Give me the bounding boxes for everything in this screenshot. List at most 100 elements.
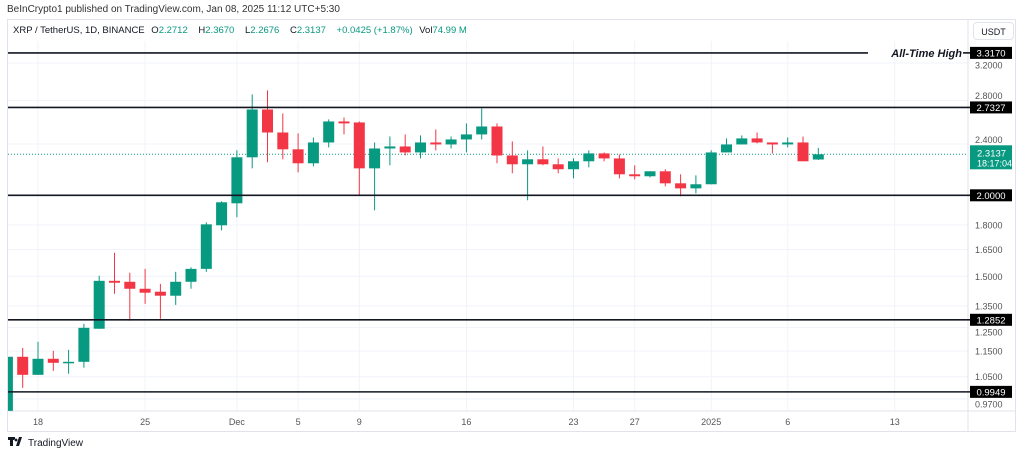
symbol-legend: XRP / TetherUS, 1D, BINANCE O2.2712 H2.3…	[13, 25, 475, 36]
x-tick-label: 5	[296, 417, 301, 427]
candle-down	[338, 121, 350, 124]
candle-up	[460, 134, 472, 140]
price-level-badge-text: 2.7327	[976, 103, 1005, 114]
low-value: 2.2676	[250, 25, 280, 36]
x-tick-label: 25	[140, 417, 150, 427]
low-label: L	[244, 25, 251, 36]
candle-up	[812, 154, 824, 160]
x-tick-label: 6	[785, 417, 790, 427]
candle-up	[231, 157, 243, 204]
x-tick-label: 13	[890, 417, 900, 427]
y-tick-label: 1.5000	[975, 272, 1003, 282]
candle-down	[124, 281, 136, 289]
candle-up	[307, 142, 319, 164]
candle-up	[216, 202, 228, 226]
price-level-badge-text: 3.3170	[976, 48, 1005, 59]
candle-down	[353, 122, 365, 169]
y-tick-label: 1.6500	[975, 245, 1003, 255]
footer-brand: TradingView	[8, 437, 83, 449]
last-price-value: 2.3137	[977, 148, 1006, 159]
candle-down	[766, 142, 778, 145]
x-tick-label: 27	[630, 417, 640, 427]
y-tick-label: 1.3500	[975, 301, 1003, 311]
y-tick-label: 2.4000	[975, 135, 1003, 145]
x-tick-label: 23	[568, 417, 578, 427]
publish-info: BeInCrypto1 published on TradingView.com…	[7, 4, 340, 15]
candle-down	[154, 291, 166, 296]
y-tick-label: 1.1500	[975, 347, 1003, 357]
candle-up	[185, 268, 197, 282]
brand-name: TradingView	[28, 437, 84, 449]
y-tick-label: 2.8000	[975, 91, 1003, 101]
price-level-badge-text: 2.0000	[976, 191, 1005, 202]
candle-down	[598, 153, 610, 159]
change-value: +0.0425 (+1.87%)	[336, 25, 413, 36]
x-tick-label: Dec	[229, 417, 246, 427]
candle-down	[399, 146, 411, 153]
candle-up	[782, 142, 794, 145]
candle-up	[78, 327, 90, 362]
x-tick-label: 16	[461, 417, 471, 427]
last-price-badge	[970, 145, 1012, 170]
candle-up	[8, 356, 13, 411]
candle-up	[63, 361, 75, 364]
y-tick-label: 1.0500	[975, 372, 1003, 382]
candle-down	[139, 288, 151, 293]
high-value: 2.3670	[205, 25, 235, 36]
candle-down	[675, 183, 687, 189]
candle-up	[705, 152, 717, 185]
candle-up	[644, 171, 656, 177]
tradingview-logo-icon	[8, 437, 25, 449]
candle-down	[552, 164, 564, 170]
candle-down	[109, 280, 120, 283]
candle-up	[736, 138, 748, 145]
candle-down	[292, 149, 304, 164]
candle-down	[277, 132, 289, 150]
candle-up	[32, 358, 44, 375]
price-level-badge-text: 0.9949	[976, 387, 1005, 398]
candle-up	[93, 280, 105, 329]
candle-down	[797, 142, 809, 162]
candle-up	[323, 121, 335, 143]
y-tick-label: 1.8000	[975, 220, 1003, 230]
symbol-info[interactable]: XRP / TetherUS, 1D, BINANCE	[13, 25, 145, 36]
candle-up	[246, 109, 258, 158]
candle-down	[17, 356, 29, 375]
candle-down	[613, 158, 625, 175]
candle-up	[445, 139, 457, 145]
candle-up	[721, 144, 732, 153]
candle-down	[506, 155, 518, 165]
candle-down	[262, 109, 273, 133]
candle-up	[476, 126, 488, 135]
candle-down	[430, 142, 442, 145]
price-level-badge	[970, 101, 1012, 114]
candle-down	[491, 126, 503, 156]
key-level-annotation: All-Time High	[890, 48, 962, 60]
candle-up	[568, 161, 579, 170]
y-tick-label: 1.2500	[975, 327, 1003, 337]
candle-up	[690, 184, 702, 189]
price-level-badge	[970, 46, 1012, 59]
candle-down	[47, 358, 59, 363]
price-level-badge	[970, 189, 1012, 202]
candle-up	[583, 153, 595, 162]
candles	[8, 90, 824, 411]
close-label: C	[289, 25, 297, 36]
price-level-badge-text: 1.2852	[976, 315, 1005, 326]
candle-down	[629, 174, 641, 177]
candle-down	[751, 138, 763, 143]
close-value: 2.3137	[296, 25, 326, 36]
volume-label: Vol	[419, 25, 433, 36]
candle-up	[415, 142, 426, 153]
x-tick-label: 2025	[701, 417, 721, 427]
candle-up	[522, 159, 534, 165]
y-tick-label: 3.2000	[975, 60, 1003, 70]
price-level-badge	[970, 313, 1012, 326]
volume-value: 74.99 M	[432, 25, 467, 36]
countdown-timer: 18:17:04	[977, 158, 1012, 168]
price-level-badge	[970, 385, 1012, 398]
open-label: O	[151, 25, 159, 36]
currency-button[interactable]: USDT	[973, 22, 1014, 40]
chart-frame	[7, 19, 1016, 432]
